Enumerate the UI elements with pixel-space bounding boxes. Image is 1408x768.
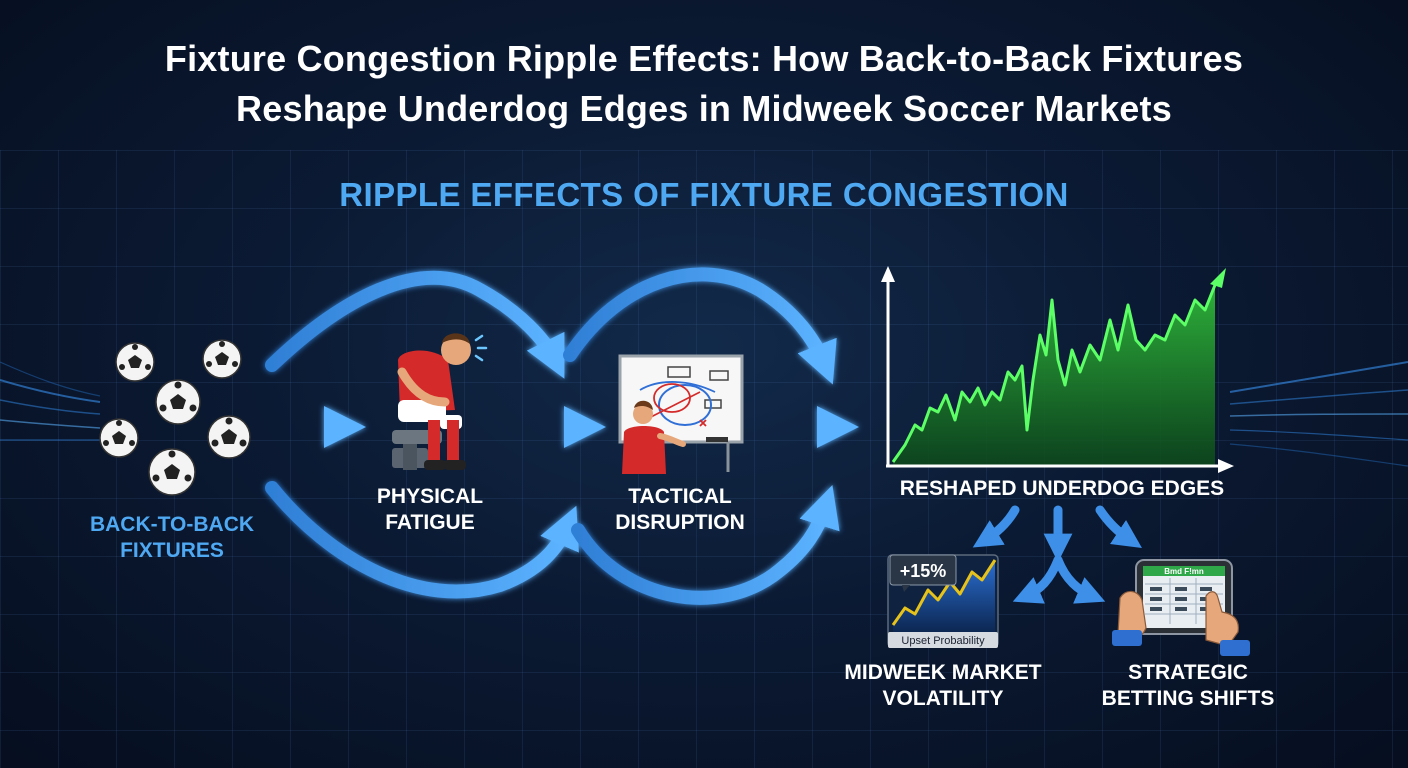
mini-chart-line [891, 559, 997, 626]
mini-chart-badge: +15% [900, 561, 947, 581]
arc-bottom-2 [571, 485, 840, 605]
arc-bottom-1 [265, 481, 579, 599]
soccer-ball-icon [155, 379, 201, 425]
right-light-streaks [1229, 361, 1408, 467]
arc-top-1 [265, 270, 565, 379]
chart-y-arrow-icon [881, 266, 895, 282]
upset-probability-card: +15% Upset Probability [887, 554, 999, 648]
chart-up-arrow-icon [1210, 268, 1226, 288]
soccer-ball-icon [99, 418, 139, 458]
mini-chart-caption: Upset Probability [901, 635, 985, 647]
chart-area [893, 285, 1215, 465]
chart-line [891, 276, 1224, 463]
tactics-board-icon [618, 354, 744, 474]
diagram-subtitle: RIPPLE EFFECTS OF FIXTURE CONGESTION [339, 176, 1069, 213]
underdog-edges-chart [881, 266, 1234, 473]
node-label-fixtures: BACK-TO-BACK FIXTURES [89, 513, 255, 562]
soccer-ball-icon [202, 339, 242, 379]
soccer-ball-icon [207, 415, 251, 459]
soccer-ball-icon [115, 342, 155, 382]
node-label-betting: STRATEGIC BETTING SHIFTS [1101, 661, 1275, 710]
branch-arrows [972, 505, 1142, 604]
arc-top-2 [563, 267, 837, 385]
node-label-tactical: TACTICAL DISRUPTION [615, 485, 745, 534]
ripple-arrows [265, 267, 859, 605]
page-title: Fixture Congestion Ripple Effects: How B… [0, 34, 1408, 134]
betting-tablet-icon: Bmd F!mn [1112, 559, 1250, 656]
title-line-2: Reshape Underdog Edges in Midweek Soccer… [236, 88, 1172, 129]
fatigued-player-icon [392, 333, 488, 470]
soccer-ball-icon [148, 448, 196, 496]
title-line-1: Fixture Congestion Ripple Effects: How B… [164, 38, 1244, 79]
node-label-fatigue: PHYSICAL FATIGUE [376, 485, 484, 534]
node-label-edges: RESHAPED UNDERDOG EDGES [899, 477, 1225, 500]
node-label-volatility: MIDWEEK MARKET VOLATILITY [844, 661, 1042, 710]
soccer-balls-icon [99, 339, 251, 496]
tablet-header: Bmd F!mn [1164, 567, 1204, 576]
chart-x-arrow-icon [1218, 459, 1234, 473]
left-light-streaks [0, 361, 101, 441]
